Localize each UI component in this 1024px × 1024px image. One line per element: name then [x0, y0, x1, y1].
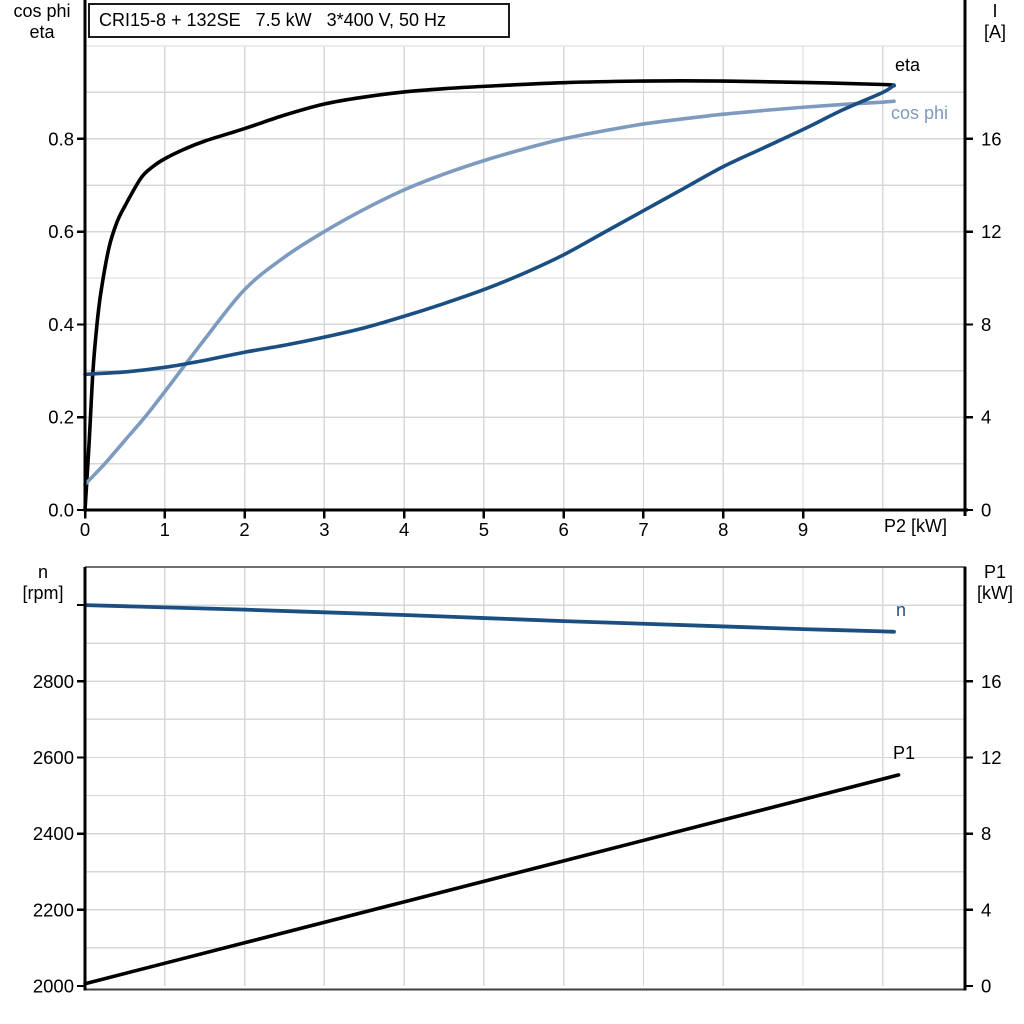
top-left-axis-title: cos phi eta [0, 1, 84, 43]
tick-label-x: 4 [399, 519, 409, 540]
tick-label-left: 0.8 [48, 128, 74, 149]
bottom-left-axis-title: n [rpm] [2, 562, 84, 604]
chart-title-box: CRI15-8 + 132SE 7.5 kW 3*400 V, 50 Hz [88, 3, 510, 38]
tick-label-right: 12 [981, 747, 1002, 768]
tick-label-right: 16 [981, 128, 1002, 149]
axis-title-speed: n [37, 562, 48, 582]
axis-title-p1-unit: [kW] [977, 583, 1013, 603]
bottom-right-axis-title: P1 [kW] [966, 562, 1024, 604]
curve-label-p1: P1 [893, 743, 916, 763]
tick-label-right: 4 [981, 899, 991, 920]
tick-label-left: 2200 [33, 899, 74, 920]
axis-title-speed-unit: [rpm] [22, 583, 64, 603]
curve-label-eta: eta [895, 55, 921, 75]
tick-label-x: 0 [80, 519, 90, 540]
tick-label-x: 8 [718, 519, 728, 540]
tick-label-right: 0 [981, 500, 991, 521]
tick-label-x: 7 [638, 519, 648, 540]
tick-label-right: 8 [981, 314, 991, 335]
tick-label-left: 2600 [33, 747, 74, 768]
chart-title: CRI15-8 + 132SE 7.5 kW 3*400 V, 50 Hz [99, 10, 447, 30]
tick-label-right: 8 [981, 823, 991, 844]
tick-label-right: 0 [981, 976, 991, 997]
axis-title-current: I [992, 1, 998, 21]
tick-label-left: 2000 [33, 976, 74, 997]
series-curve-eta [83, 79, 896, 512]
tick-label-x: 3 [319, 519, 329, 540]
tick-label-left: 0.2 [48, 407, 74, 428]
series-curve-P1 [83, 773, 901, 986]
tick-label-left: 0.6 [48, 221, 74, 242]
curve-label-cos-phi: cos phi [891, 103, 949, 123]
series-curve-n [83, 603, 896, 634]
axis-title-current-unit: [A] [983, 22, 1006, 42]
tick-label-left: 2400 [33, 823, 74, 844]
tick-label-left: 0.4 [48, 314, 74, 335]
axis-title-eta: eta [29, 22, 55, 42]
tick-label-x: 6 [559, 519, 569, 540]
tick-label-x: 2 [239, 519, 249, 540]
x-axis-label-p2: P2 [kW] [884, 516, 948, 536]
series-curve-I [83, 83, 896, 377]
axis-title-cos-phi: cos phi [13, 1, 71, 21]
tick-label-right: 4 [981, 407, 991, 428]
series-curve-cosphi [83, 99, 896, 487]
axis-title-p1: P1 [983, 562, 1007, 582]
top-right-axis-title: I [A] [966, 1, 1024, 43]
tick-label-x: 1 [160, 519, 170, 540]
tick-label-right: 16 [981, 671, 1002, 692]
tick-label-left: 2800 [33, 671, 74, 692]
curve-label-n: n [896, 600, 907, 620]
tick-label-right: 12 [981, 221, 1002, 242]
tick-label-x: 5 [479, 519, 489, 540]
tick-label-left: 0.0 [48, 500, 74, 521]
tick-label-x: 9 [798, 519, 808, 540]
